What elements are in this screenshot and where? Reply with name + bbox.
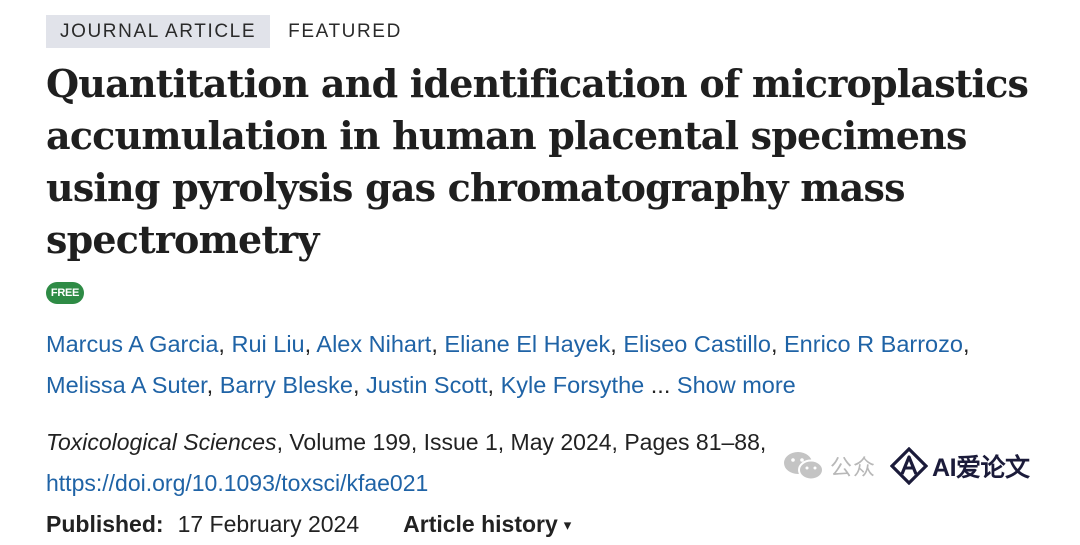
article-history-toggle[interactable]: Article history ▾ <box>403 511 571 538</box>
author-separator: , <box>304 331 317 357</box>
author-link[interactable]: Enrico R Barrozo <box>784 331 963 357</box>
author-link[interactable]: Melissa A Suter <box>46 372 207 398</box>
journal-article-tag: JOURNAL ARTICLE <box>46 15 271 48</box>
featured-tag: FEATURED <box>288 21 402 42</box>
publication-info: Published: 17 February 2024 Article hist… <box>46 504 1056 545</box>
authors-ellipsis: ... <box>644 372 677 398</box>
author-link[interactable]: Eliane El Hayek <box>444 331 611 357</box>
article-title: Quantitation and identification of micro… <box>46 61 1029 262</box>
citation-line: Toxicological Sciences, Volume 199, Issu… <box>46 422 1056 463</box>
doi-link[interactable]: https://doi.org/10.1093/toxsci/kfae021 <box>46 470 429 496</box>
citation-details: , Volume 199, Issue 1, May 2024, Pages 8… <box>276 429 767 455</box>
published-label: Published: <box>46 511 164 537</box>
ai-logo-icon <box>890 447 929 485</box>
author-link[interactable]: Kyle Forsythe <box>500 372 645 398</box>
published-date: 17 February 2024 <box>177 511 360 537</box>
article-tags: JOURNAL ARTICLE FEATURED <box>46 15 1056 48</box>
author-link[interactable]: Marcus A Garcia <box>46 331 219 357</box>
article-history-label: Article history <box>403 511 558 537</box>
author-separator: , <box>770 331 784 357</box>
wechat-icon <box>784 452 824 481</box>
author-separator: , <box>218 331 232 357</box>
show-more-authors-link[interactable]: Show more <box>676 372 796 398</box>
journal-name: Toxicological Sciences <box>46 429 277 455</box>
author-list: Marcus A Garcia, Rui Liu, Alex Nihart, E… <box>46 324 1056 406</box>
ellipsis-text: ... <box>650 372 671 398</box>
author-separator: , <box>487 372 501 398</box>
watermark-brand-text: AI爱论文 <box>932 454 1030 482</box>
author-link[interactable]: Barry Bleske <box>219 372 353 398</box>
author-link[interactable]: Eliseo Castillo <box>623 331 771 357</box>
author-link[interactable]: Justin Scott <box>366 372 488 398</box>
caret-down-icon: ▾ <box>563 516 572 534</box>
author-separator: , <box>962 331 970 357</box>
author-separator: , <box>431 331 445 357</box>
author-separator: , <box>352 372 367 398</box>
author-link[interactable]: Rui Liu <box>231 331 305 357</box>
watermark-gzh-text: 公众 <box>830 455 877 480</box>
author-link[interactable]: Alex Nihart <box>316 331 432 357</box>
free-access-badge: FREE <box>46 282 84 304</box>
author-separator: , <box>206 372 220 398</box>
wechat-watermark: 公众 AI爱论文 <box>782 446 1030 486</box>
author-separator: , <box>610 331 624 357</box>
